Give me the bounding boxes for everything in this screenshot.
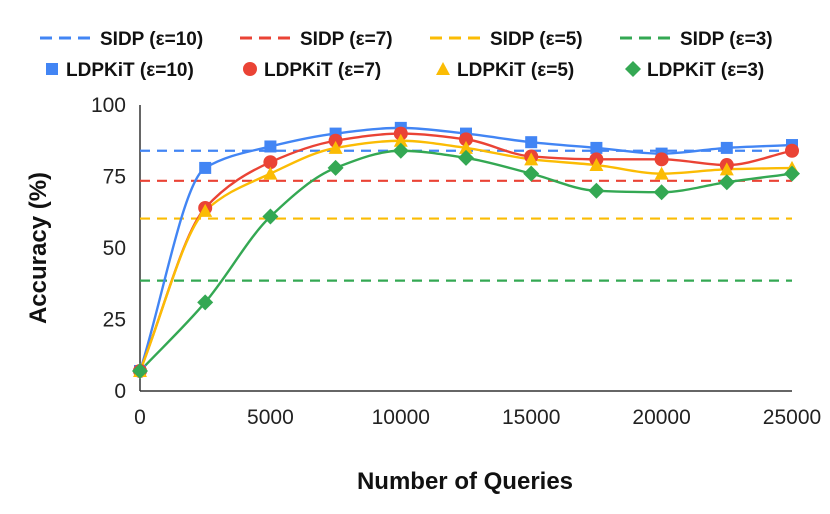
data-point-ldpkit-7 xyxy=(328,133,343,148)
data-point-ldpkit-5 xyxy=(328,140,343,154)
legend-label-sidp-3: SIDP (ε=3) xyxy=(680,29,773,50)
data-point-ldpkit-5 xyxy=(654,166,669,180)
data-point-ldpkit-3 xyxy=(132,362,148,379)
x-tick-label: 0 xyxy=(134,406,146,429)
y-axis-title: Accuracy (%) xyxy=(25,172,52,324)
legend-label-ldpkit-10: LDPKiT (ε=10) xyxy=(66,60,194,81)
data-point-ldpkit-3 xyxy=(653,184,670,201)
data-point-ldpkit-3 xyxy=(523,165,540,182)
series-line-ldpkit-7 xyxy=(138,132,793,372)
data-point-ldpkit-7 xyxy=(654,152,669,167)
x-tick-label: 20000 xyxy=(632,406,690,429)
data-point-ldpkit-10 xyxy=(720,141,733,154)
legend-swatch-ldpkit-10 xyxy=(46,63,58,75)
reference-lines xyxy=(140,149,792,282)
legend-swatch-ldpkit-5 xyxy=(436,62,450,75)
data-point-ldpkit-5 xyxy=(263,166,278,180)
data-point-ldpkit-5 xyxy=(198,203,213,217)
legend-label-ldpkit-7: LDPKiT (ε=7) xyxy=(264,60,381,81)
legend-label-sidp-7: SIDP (ε=7) xyxy=(300,29,393,50)
data-point-ldpkit-7 xyxy=(393,126,408,141)
data-point-ldpkit-10 xyxy=(199,161,212,174)
x-tick-label: 10000 xyxy=(372,406,430,429)
data-point-ldpkit-10 xyxy=(264,140,277,153)
data-point-ldpkit-3 xyxy=(588,182,605,199)
data-point-ldpkit-5 xyxy=(393,133,408,147)
data-point-ldpkit-7 xyxy=(459,132,473,147)
y-tick-label: 50 xyxy=(103,237,126,260)
x-tick-label: 15000 xyxy=(502,406,560,429)
legend-label-ldpkit-5: LDPKiT (ε=5) xyxy=(457,60,574,81)
data-point-ldpkit-3 xyxy=(262,208,279,225)
series-line-ldpkit-10 xyxy=(138,126,793,372)
legend-label-sidp-5: SIDP (ε=5) xyxy=(490,29,583,50)
y-tick-label: 25 xyxy=(103,309,126,332)
y-tick-label: 0 xyxy=(114,380,126,403)
x-tick-label: 25000 xyxy=(763,406,821,429)
y-tick-label: 75 xyxy=(103,166,126,189)
x-axis-title: Number of Queries xyxy=(357,468,573,495)
data-point-ldpkit-5 xyxy=(719,162,734,176)
data-point-ldpkit-10 xyxy=(525,136,538,149)
data-point-ldpkit-3 xyxy=(458,149,474,166)
data-point-ldpkit-7 xyxy=(785,143,799,158)
data-point-ldpkit-5 xyxy=(589,158,604,172)
legend-swatch-ldpkit-7 xyxy=(243,62,257,76)
series-markers xyxy=(132,121,800,379)
data-point-ldpkit-7 xyxy=(263,155,278,170)
series-line-ldpkit-3 xyxy=(139,149,793,372)
legend-label-ldpkit-3: LDPKiT (ε=3) xyxy=(647,60,764,81)
legend-swatch-ldpkit-3 xyxy=(625,61,641,77)
axes: 0 25 50 75 100 0 5000 10000 15000 20000 25000 xyxy=(91,94,821,429)
legend: SIDP (ε=10) SIDP (ε=7) SIDP (ε=5) SIDP (ε=3… xyxy=(40,29,773,81)
y-tick-label: 100 xyxy=(91,94,126,117)
x-tick-label: 5000 xyxy=(247,406,294,429)
series-lines xyxy=(138,126,793,372)
data-point-ldpkit-3 xyxy=(392,142,409,159)
data-point-ldpkit-10 xyxy=(590,141,603,154)
data-point-ldpkit-3 xyxy=(784,165,800,182)
data-point-ldpkit-3 xyxy=(327,159,344,176)
data-point-ldpkit-3 xyxy=(197,294,214,311)
data-point-ldpkit-3 xyxy=(718,174,735,191)
series-line-ldpkit-5 xyxy=(138,139,793,372)
data-point-ldpkit-5 xyxy=(524,152,539,166)
data-point-ldpkit-5 xyxy=(459,140,473,154)
legend-label-sidp-10: SIDP (ε=10) xyxy=(100,29,203,50)
